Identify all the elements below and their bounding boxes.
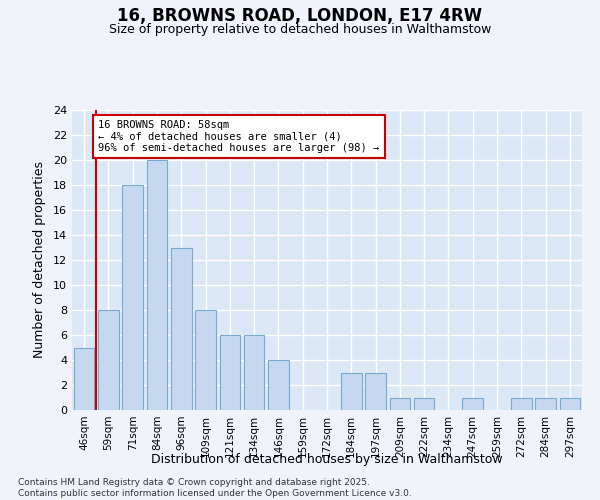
Bar <box>511 398 532 410</box>
Bar <box>146 160 167 410</box>
Bar <box>268 360 289 410</box>
Bar <box>195 310 216 410</box>
Bar <box>341 372 362 410</box>
Bar <box>535 398 556 410</box>
Bar <box>365 372 386 410</box>
Text: Size of property relative to detached houses in Walthamstow: Size of property relative to detached ho… <box>109 22 491 36</box>
Bar <box>171 248 191 410</box>
Text: Distribution of detached houses by size in Walthamstow: Distribution of detached houses by size … <box>151 452 503 466</box>
Bar <box>74 348 94 410</box>
Y-axis label: Number of detached properties: Number of detached properties <box>33 162 46 358</box>
Bar <box>244 335 265 410</box>
Bar <box>463 398 483 410</box>
Text: 16 BROWNS ROAD: 58sqm
← 4% of detached houses are smaller (4)
96% of semi-detach: 16 BROWNS ROAD: 58sqm ← 4% of detached h… <box>98 120 379 153</box>
Bar <box>98 310 119 410</box>
Bar <box>220 335 240 410</box>
Bar <box>560 398 580 410</box>
Bar <box>389 398 410 410</box>
Bar <box>414 398 434 410</box>
Text: 16, BROWNS ROAD, LONDON, E17 4RW: 16, BROWNS ROAD, LONDON, E17 4RW <box>118 8 482 26</box>
Text: Contains HM Land Registry data © Crown copyright and database right 2025.
Contai: Contains HM Land Registry data © Crown c… <box>18 478 412 498</box>
Bar <box>122 185 143 410</box>
